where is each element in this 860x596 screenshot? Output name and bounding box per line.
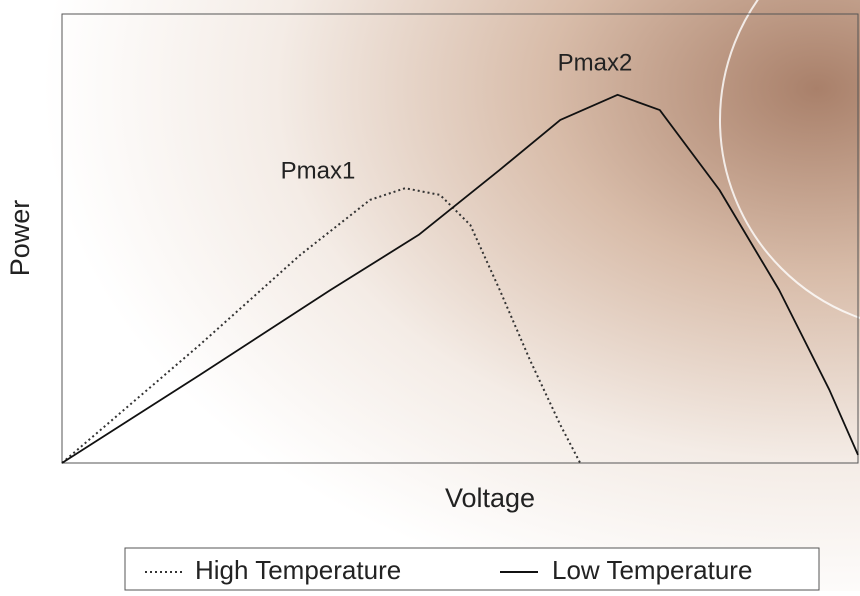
decoration: [719, 0, 860, 319]
plot-frame: [61, 13, 859, 464]
series-line: [61, 93, 859, 464]
legend-box: [124, 547, 820, 591]
series-line: [61, 187, 582, 464]
legend-label: High Temperature: [195, 555, 401, 585]
y-axis-label: Power: [5, 200, 35, 277]
annotation: Pmax1: [281, 157, 356, 184]
x-axis-label: Voltage: [445, 483, 535, 513]
legend-label: Low Temperature: [552, 555, 752, 585]
annotation: Pmax2: [558, 49, 633, 76]
